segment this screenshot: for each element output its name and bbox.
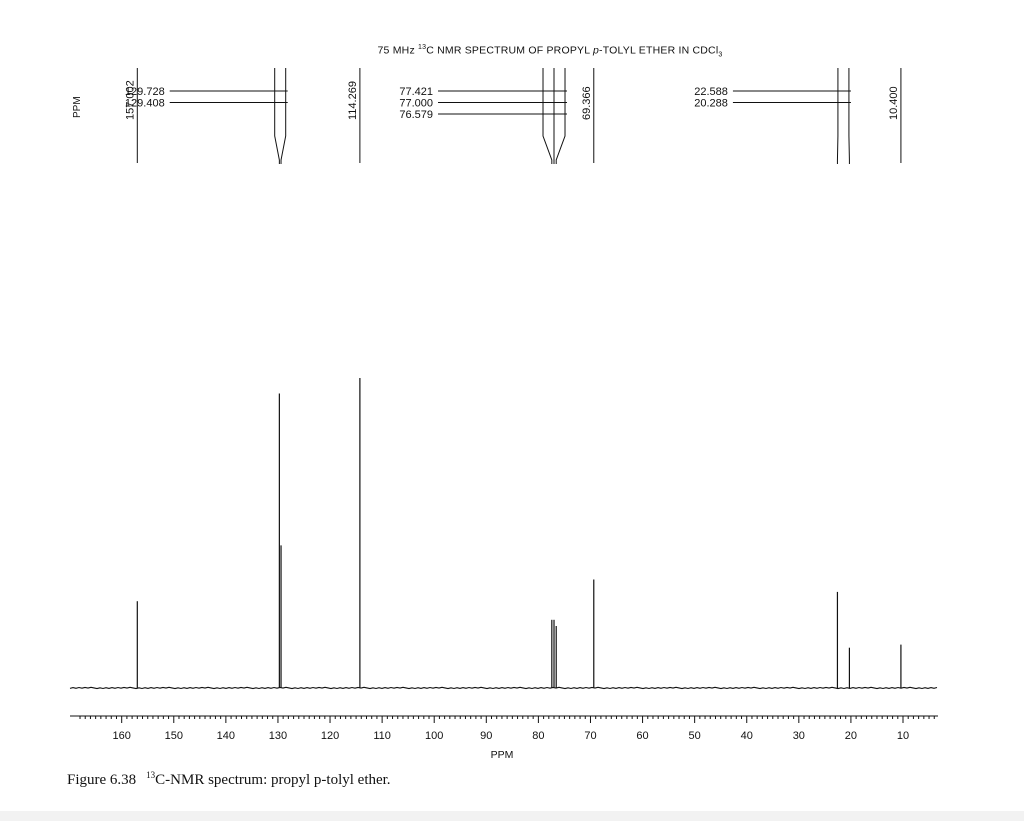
- peak-list-bar: [555, 68, 566, 164]
- x-tick-label: 80: [532, 730, 544, 742]
- x-tick-label: 70: [584, 730, 596, 742]
- figure-caption: Figure 6.38 13C-NMR spectrum: propyl p-to…: [67, 770, 391, 789]
- x-tick-label: 120: [321, 730, 339, 742]
- caption-text: C-NMR spectrum: propyl p-tolyl ether.: [155, 772, 391, 788]
- peak-list-value: 22.588: [694, 86, 728, 98]
- peak-list-bar: [542, 68, 553, 164]
- peak-list-value: 129.408: [125, 98, 165, 110]
- x-tick-label: 30: [793, 730, 805, 742]
- x-tick-label: 130: [269, 730, 287, 742]
- x-tick-label: 40: [741, 730, 753, 742]
- x-axis-title: PPM: [491, 749, 514, 761]
- x-tick-label: 50: [689, 730, 701, 742]
- nmr-spectrum-chart: 160 150 140 130 120 110 100 90 80 70 60 50 40 30 20 10 P…: [69, 68, 938, 761]
- x-tick-label: 160: [113, 730, 131, 742]
- x-tick-label: 20: [845, 730, 857, 742]
- peak-list-value: 77.000: [399, 98, 433, 110]
- x-tick-label: 140: [217, 730, 235, 742]
- peak-list-value: 20.288: [694, 98, 728, 110]
- peak-list-value: 114.269: [347, 81, 359, 120]
- x-tick-label: 150: [165, 730, 183, 742]
- spectrum-baseline: [69, 686, 938, 690]
- peak-list-value: 129.728: [125, 86, 165, 98]
- peak-list-value: 157.002: [124, 80, 136, 120]
- chart-title: 75 MHz 13C NMR SPECTRUM OF PROPYL p-TOLY…: [377, 44, 723, 59]
- x-tick-label: 10: [897, 730, 909, 742]
- peak-list-bar: [280, 68, 287, 164]
- peak-list-bar: [274, 68, 280, 164]
- peak-list-ppm-label: PPM: [72, 96, 83, 118]
- isotope-superscript: 13: [146, 770, 156, 780]
- peak-list-value: 76.579: [399, 109, 433, 121]
- x-tick-label: 100: [425, 730, 443, 742]
- figure-number: Figure 6.38: [67, 772, 137, 788]
- peak-list-value: 10.400: [888, 86, 900, 120]
- peak-list-value: 77.421: [399, 86, 433, 98]
- page-footer-strip: [0, 811, 1024, 821]
- peak-list-value: 69.366: [581, 86, 593, 120]
- x-tick-label: 90: [480, 730, 492, 742]
- x-tick-label: 110: [373, 730, 391, 742]
- x-tick-label: 60: [636, 730, 648, 742]
